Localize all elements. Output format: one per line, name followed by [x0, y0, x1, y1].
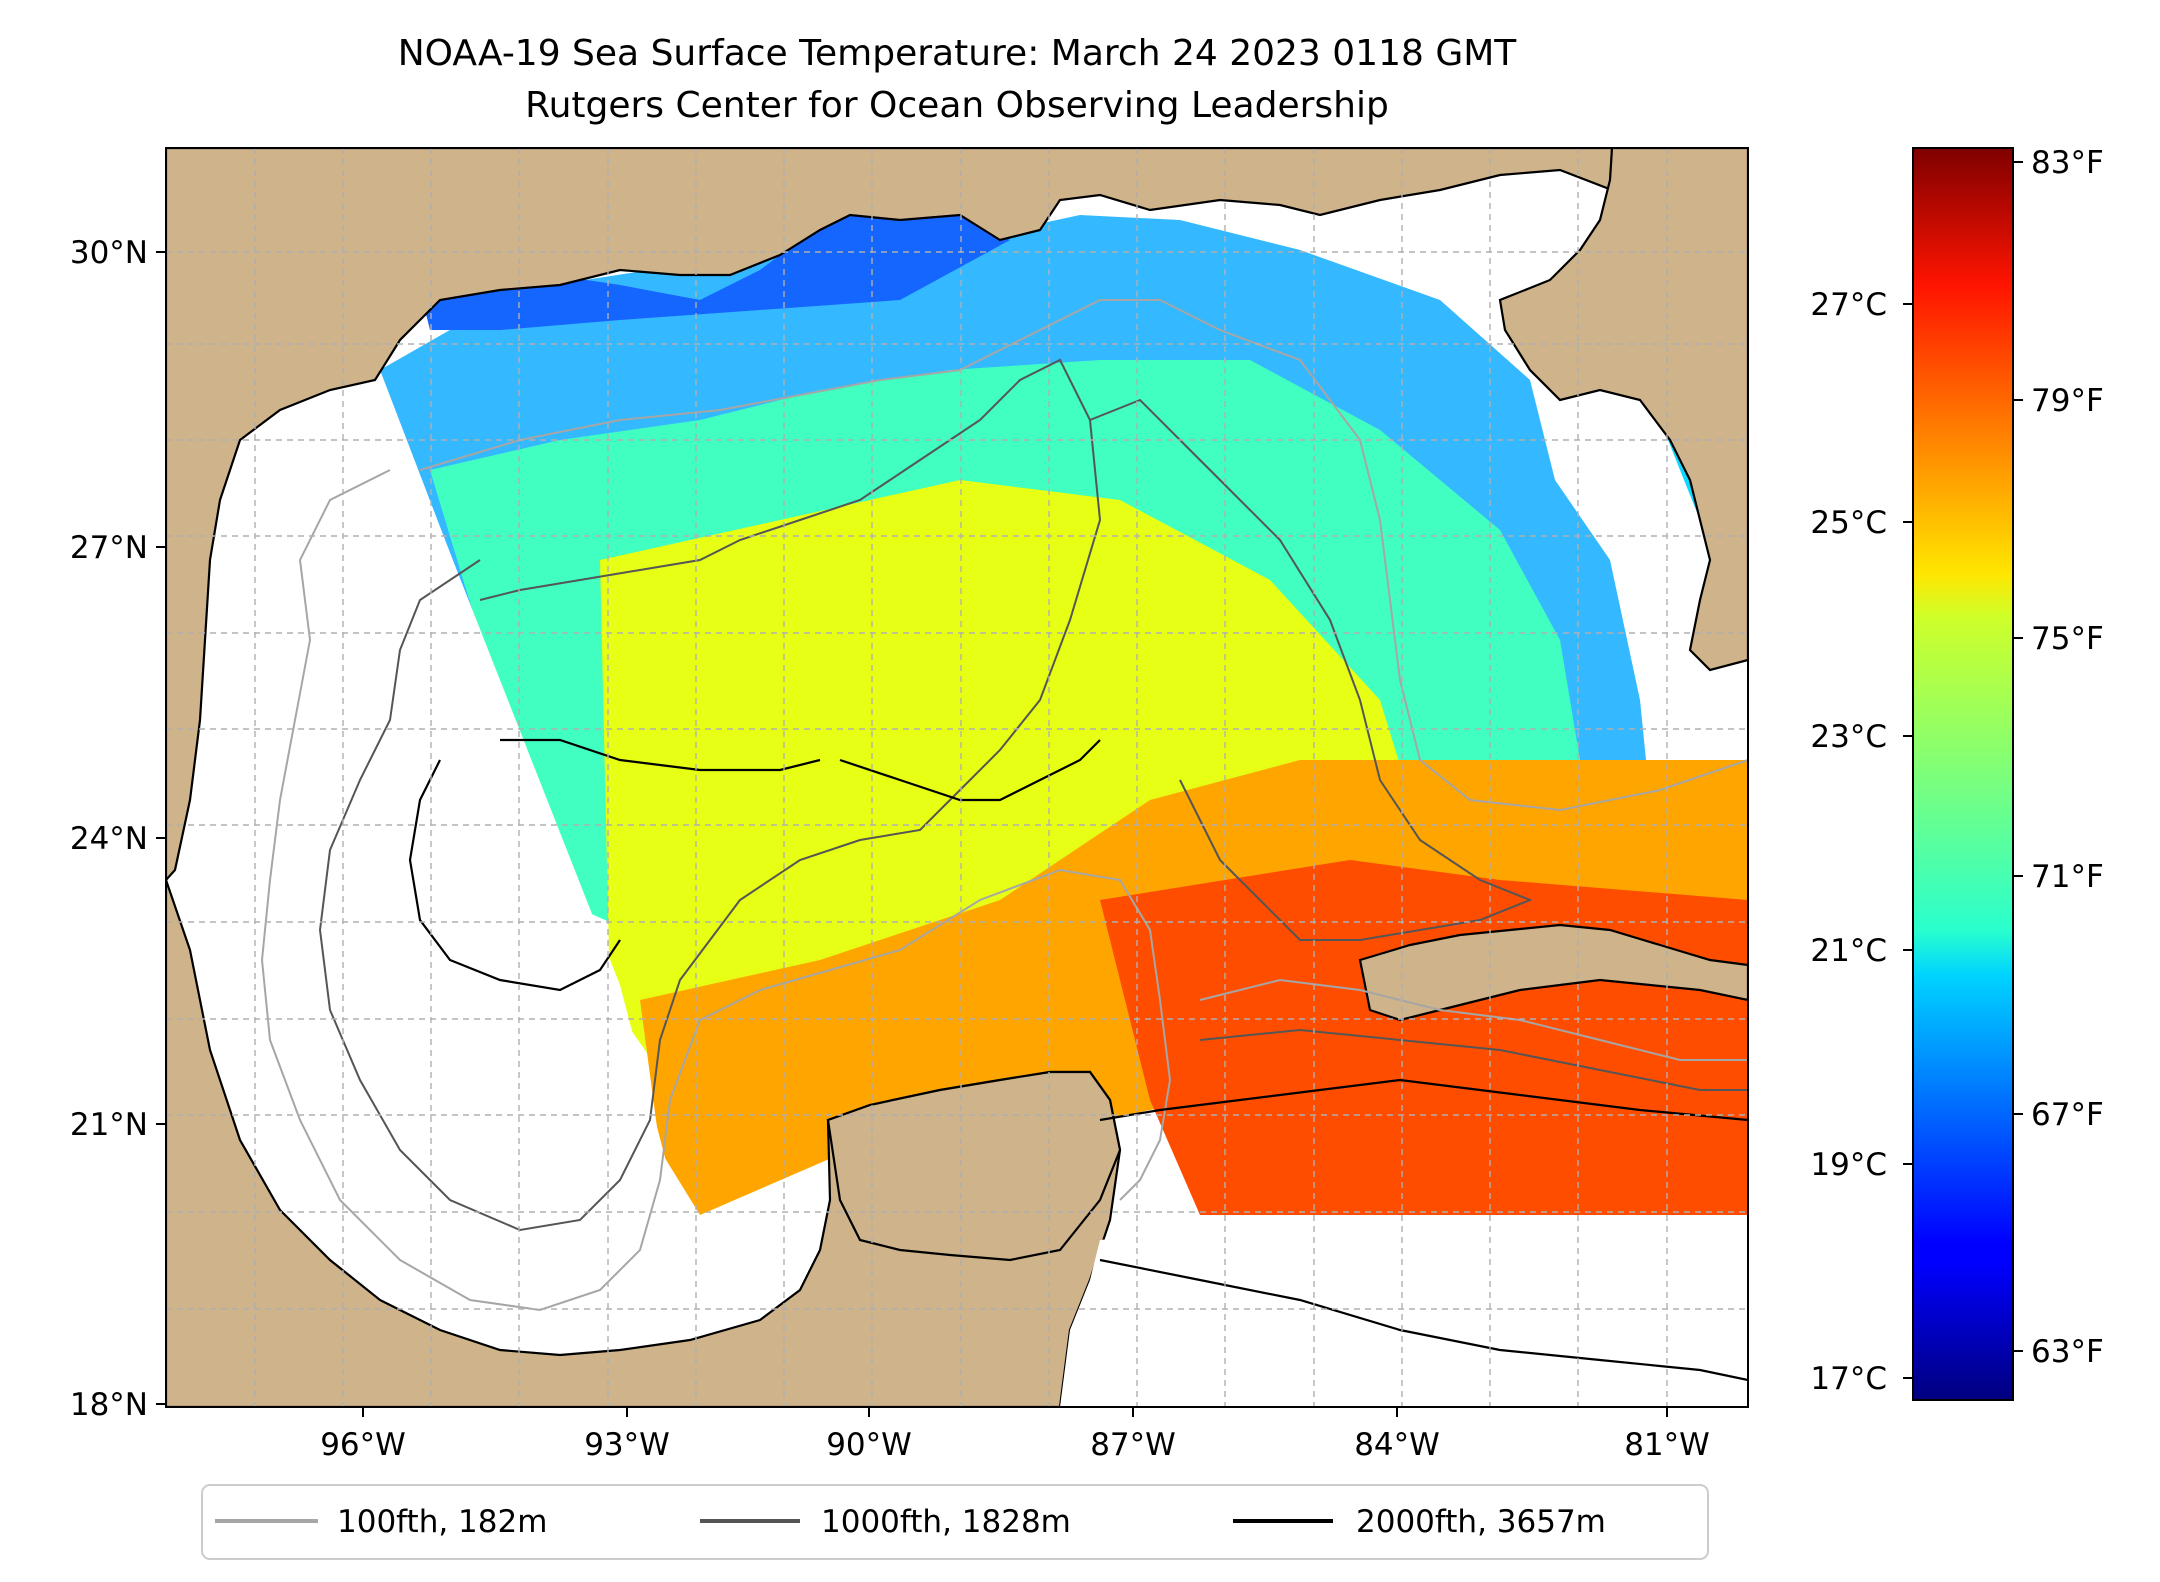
- fahrenheit-tick-label: 83°F: [2031, 145, 2104, 181]
- bathymetry-contours: [260, 299, 1748, 1382]
- celsius-tick-label: 23°C: [1810, 719, 1887, 755]
- fahrenheit-tick-label: 75°F: [2031, 621, 2104, 657]
- fahrenheit-tick-label: 63°F: [2031, 1334, 2104, 1370]
- lat-axis: 30°N 27°N 24°N 21°N 18°N: [70, 235, 166, 1423]
- contour-1000fth: [318, 358, 1748, 1232]
- lat-tick-label: 30°N: [70, 235, 148, 271]
- celsius-tick-label: 21°C: [1810, 933, 1887, 969]
- lon-tick-label: 87°W: [1090, 1427, 1176, 1463]
- land-cuba: [1358, 923, 1748, 1022]
- celsius-tick-label: 27°C: [1810, 287, 1887, 323]
- figure-subtitle: Rutgers Center for Ocean Observing Leade…: [525, 85, 1389, 126]
- lon-tick-label: 96°W: [320, 1427, 406, 1463]
- lat-tick-label: 18°N: [70, 1387, 148, 1423]
- map-panel: [166, 148, 1748, 1407]
- land-mexico: [166, 879, 1122, 1407]
- land-florida: [1498, 148, 1748, 672]
- fahrenheit-tick-label: 79°F: [2031, 383, 2104, 419]
- lon-tick-label: 84°W: [1354, 1427, 1440, 1463]
- legend-label-100fth: 100fth, 182m: [337, 1504, 547, 1540]
- celsius-tick-label: 19°C: [1810, 1147, 1887, 1183]
- contour-legend: 100fth, 182m 1000fth, 1828m 2000fth, 365…: [201, 1484, 1709, 1560]
- contour-2000fth: [408, 738, 1748, 1382]
- lat-tick-label: 24°N: [70, 821, 148, 857]
- no-data-swath: [166, 148, 680, 1215]
- fahrenheit-tick-label: 71°F: [2031, 859, 2104, 895]
- map-frame: [165, 147, 1749, 1408]
- lon-axis: 96°W 93°W 90°W 87°W 84°W 81°W: [320, 1407, 1710, 1463]
- sst-warm-yellow: [600, 480, 1420, 1100]
- land-us-gulf-coast: [166, 148, 1614, 882]
- sst-cold-nearshore: [420, 210, 1010, 330]
- legend-label-2000fth: 2000fth, 3657m: [1356, 1504, 1606, 1540]
- legend-box: [201, 1484, 1709, 1560]
- land: [166, 148, 1748, 1407]
- sst-hot-red: [1100, 860, 1748, 1215]
- colorbar-ramp: [1912, 147, 2014, 1401]
- lon-tick-label: 93°W: [584, 1427, 670, 1463]
- lon-tick-label: 90°W: [826, 1427, 912, 1463]
- lat-tick-label: 21°N: [70, 1107, 148, 1143]
- figure-title: NOAA-19 Sea Surface Temperature: March 2…: [398, 33, 1518, 74]
- celsius-tick-label: 25°C: [1810, 505, 1887, 541]
- lat-tick-label: 27°N: [70, 530, 148, 566]
- contour-100fth: [260, 299, 1748, 1312]
- celsius-tick-label: 17°C: [1810, 1361, 1887, 1397]
- fahrenheit-tick-label: 67°F: [2031, 1097, 2104, 1133]
- graticule: [166, 148, 1748, 1407]
- land-central-america: [1060, 1230, 1748, 1407]
- legend-label-1000fth: 1000fth, 1828m: [821, 1504, 1071, 1540]
- lon-tick-label: 81°W: [1624, 1427, 1710, 1463]
- colorbar: 27°C 25°C 23°C 21°C 19°C 17°C 83°F 79°F …: [1810, 145, 2104, 1401]
- land-yucatan: [826, 1070, 1122, 1262]
